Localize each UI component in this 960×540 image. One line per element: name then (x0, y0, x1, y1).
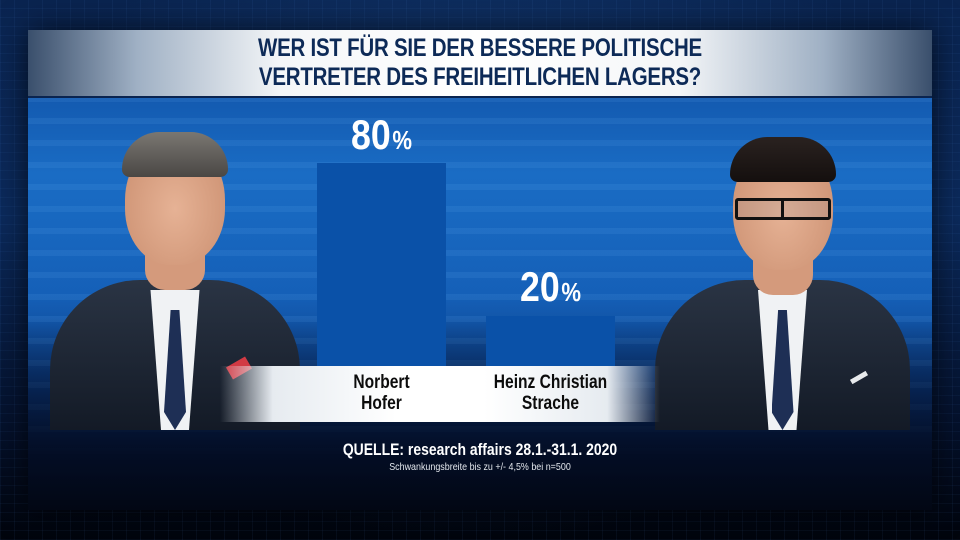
category-label-band (220, 366, 660, 422)
category-line-1: Heinz Christian (493, 372, 608, 393)
bar-strache (486, 316, 615, 366)
value-unit: % (561, 277, 582, 307)
category-label-strache: Heinz Christian Strache (481, 372, 620, 414)
title-band (28, 30, 932, 98)
value-label-strache: 20% (496, 266, 606, 313)
value-label-hofer: 80% (327, 114, 437, 161)
category-label-hofer: Norbert Hofer (329, 372, 435, 414)
hair (729, 137, 836, 182)
value-unit: % (392, 125, 413, 155)
title-line-2: VERTRETER DES FREIHEITLICHEN LAGERS? (258, 63, 702, 91)
category-line-1: Norbert (353, 372, 410, 393)
category-line-2: Strache (521, 393, 580, 414)
tie (771, 310, 794, 430)
portrait-norbert-hofer (40, 130, 310, 430)
tie (164, 310, 186, 430)
bar-hofer (317, 163, 446, 366)
hair (122, 132, 228, 177)
value-number: 80 (350, 111, 391, 158)
glasses-icon (734, 198, 831, 220)
source-line: QUELLE: research affairs 28.1.-31.1. 202… (342, 440, 618, 459)
value-number: 20 (519, 263, 560, 310)
category-line-2: Hofer (361, 393, 402, 414)
margin-of-error-note: Schwankungsbreite bis zu +/- 4,5% bei n=… (389, 461, 571, 473)
portrait-heinz-christian-strache (645, 135, 920, 430)
chart-title: WER IST FÜR SIE DER BESSERE POLITISCHE V… (109, 34, 850, 92)
title-line-1: WER IST FÜR SIE DER BESSERE POLITISCHE (257, 34, 702, 62)
